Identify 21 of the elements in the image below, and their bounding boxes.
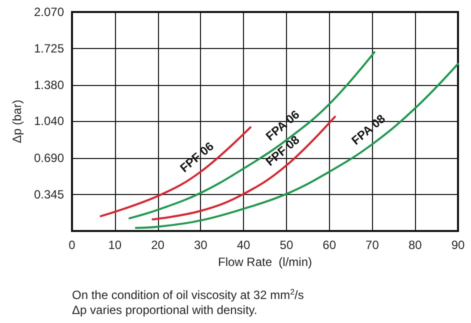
x-tick-label: 30	[194, 238, 208, 252]
x-axis-title: Flow Rate (l/min)	[218, 254, 312, 269]
y-tick-label: 1.040	[34, 114, 64, 128]
y-axis-title: Δp (bar)	[10, 100, 24, 144]
line-series	[134, 62, 459, 229]
x-tick-label: 40	[236, 238, 251, 252]
text: Δp varies proportional with density.	[72, 303, 258, 317]
x-tick-label: 10	[108, 238, 122, 252]
x-tick-label: 60	[322, 238, 336, 252]
x-tick-label: 50	[280, 238, 294, 252]
y-tick-label: 0.690	[34, 151, 64, 165]
y-tick-label: 1.725	[34, 42, 64, 56]
y-tick-label: 0.345	[34, 188, 64, 202]
x-tick-label: 80	[408, 238, 422, 252]
x-tick-label: 20	[151, 238, 165, 252]
y-tick-label: 2.070	[34, 5, 64, 19]
x-tick-label: 0	[68, 238, 76, 252]
line-series	[100, 126, 252, 218]
y-tick-label: 1.380	[34, 78, 64, 92]
x-tick-label: 90	[451, 238, 465, 252]
x-tick-label: 70	[366, 238, 380, 252]
